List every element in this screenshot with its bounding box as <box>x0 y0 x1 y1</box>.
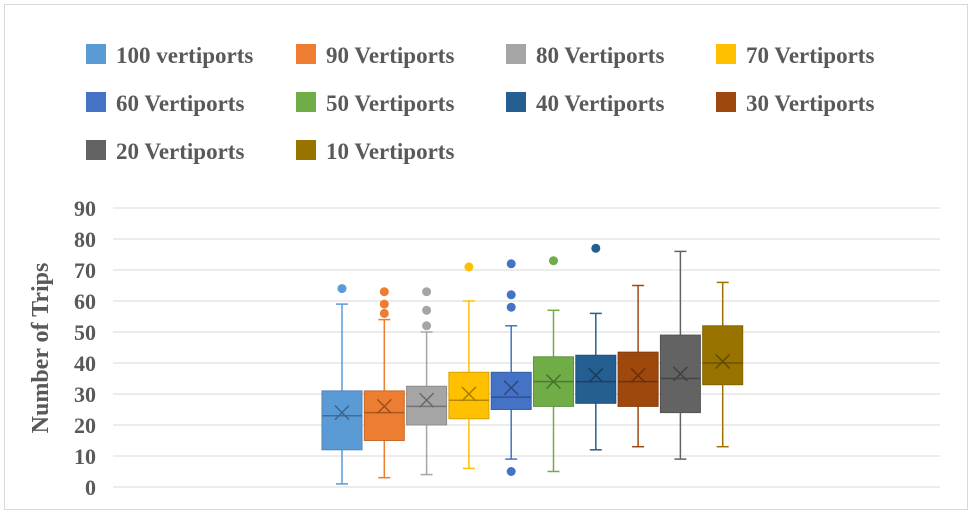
legend-item: 20 Vertiports <box>86 139 244 164</box>
legend: 100 vertiports 90 Vertiports 80 Vertiports… <box>86 43 874 164</box>
outlier-point <box>379 308 389 318</box>
box-group <box>702 281 744 448</box>
box-group <box>406 287 448 476</box>
legend-item: 80 Vertiports <box>506 43 664 68</box>
legend-item: 100 vertiports <box>86 43 253 68</box>
legend-swatch <box>86 92 106 112</box>
box <box>406 385 448 426</box>
box-group <box>490 259 532 476</box>
legend-item: 50 Vertiports <box>296 91 454 116</box>
outlier-point <box>506 259 516 269</box>
legend-label: 10 Vertiports <box>326 139 454 164</box>
legend-item: 70 Vertiports <box>716 43 874 68</box>
mean-marker <box>419 392 435 408</box>
legend-label: 20 Vertiports <box>116 139 244 164</box>
legend-item: 60 Vertiports <box>86 91 244 116</box>
outlier-point <box>379 299 389 309</box>
mean-marker <box>588 367 604 383</box>
legend-label: 70 Vertiports <box>746 43 874 68</box>
legend-item: 30 Vertiports <box>716 91 874 116</box>
box-group <box>321 284 363 485</box>
outlier-point <box>549 256 558 266</box>
outlier-point <box>591 243 601 253</box>
outlier-point <box>422 287 432 297</box>
box-group <box>448 262 490 470</box>
y-tick-label: 70 <box>74 258 96 283</box>
outlier-point <box>506 302 516 312</box>
y-tick-label: 60 <box>74 289 96 314</box>
legend-swatch <box>506 92 526 112</box>
legend-swatch <box>296 92 316 112</box>
mean-marker <box>376 398 392 414</box>
y-tick-label: 40 <box>74 351 96 376</box>
outlier-point <box>506 467 516 476</box>
box <box>575 354 617 404</box>
box-group <box>575 243 617 451</box>
legend-label: 80 Vertiports <box>536 43 664 68</box>
box <box>321 390 363 451</box>
mean-marker <box>503 380 519 396</box>
y-tick-label: 10 <box>74 444 96 469</box>
y-tick-label: 0 <box>85 475 96 500</box>
outlier-point <box>506 290 516 300</box>
legend-label: 50 Vertiports <box>326 91 454 116</box>
box <box>617 351 659 407</box>
legend-item: 90 Vertiports <box>296 43 454 68</box>
outlier-point <box>422 305 432 315</box>
outlier-point <box>337 284 347 294</box>
outlier-point <box>422 321 432 331</box>
legend-label: 100 vertiports <box>116 43 253 68</box>
mean-marker <box>545 374 562 390</box>
box-group <box>617 284 659 448</box>
box-group <box>659 250 701 460</box>
box-group <box>363 287 405 479</box>
legend-swatch <box>86 140 106 160</box>
mean-marker <box>672 366 688 382</box>
legend-label: 90 Vertiports <box>326 43 454 68</box>
y-tick-label: 30 <box>74 382 96 407</box>
legend-label: 30 Vertiports <box>746 91 874 116</box>
box-series <box>321 243 744 485</box>
outlier-point <box>464 262 474 272</box>
mean-marker <box>715 353 731 369</box>
y-tick-label: 20 <box>74 413 96 438</box>
legend-label: 40 Vertiports <box>536 91 664 116</box>
box-group <box>533 256 574 473</box>
mean-marker <box>630 367 646 383</box>
box <box>702 325 744 386</box>
legend-item: 40 Vertiports <box>506 91 664 116</box>
y-tick-label: 90 <box>74 196 96 221</box>
legend-item: 10 Vertiports <box>296 139 454 164</box>
chart-frame <box>4 4 968 510</box>
y-tick-label: 80 <box>74 227 96 252</box>
mean-marker <box>461 386 477 402</box>
y-axis-ticks: 0 10 20 30 40 50 60 70 80 90 <box>74 196 96 500</box>
legend-swatch <box>506 44 526 64</box>
y-tick-label: 50 <box>74 320 96 345</box>
legend-swatch <box>716 44 736 64</box>
outlier-point <box>379 287 389 297</box>
legend-swatch <box>296 44 316 64</box>
box <box>363 390 405 441</box>
box <box>448 371 490 420</box>
legend-swatch <box>296 140 316 160</box>
legend-label: 60 Vertiports <box>116 91 244 116</box>
legend-swatch <box>86 44 106 64</box>
y-axis-title: Number of Trips <box>28 263 54 434</box>
gridlines <box>113 207 940 488</box>
legend-swatch <box>716 92 736 112</box>
mean-marker <box>334 405 350 421</box>
box <box>490 371 532 410</box>
